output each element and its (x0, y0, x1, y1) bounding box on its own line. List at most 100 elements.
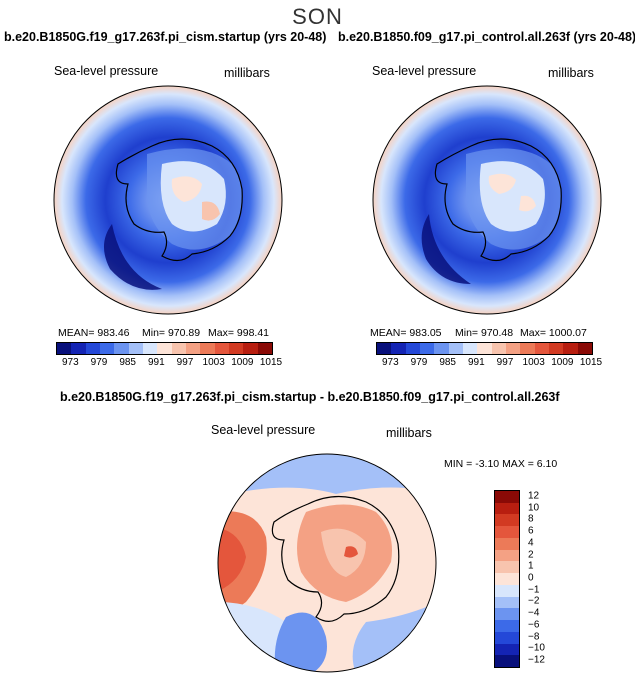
colorbar-swatch (495, 549, 519, 562)
diff-title: b.e20.B1850G.f19_g17.263f.pi_cism.startu… (60, 390, 560, 404)
colorbar-tick-label: 2 (528, 549, 534, 561)
colorbar-swatch (520, 343, 535, 354)
colorbar-tick-label: 973 (61, 357, 79, 368)
colorbar-swatch (243, 343, 258, 354)
colorbar-tick-label: 979 (90, 357, 108, 368)
low-pressure-area (103, 224, 162, 290)
colorbar-swatch (114, 343, 129, 354)
colorbar-swatch (214, 343, 229, 354)
colorbar-swatch (491, 343, 506, 354)
colorbar-swatch (495, 537, 519, 550)
colorbar-swatch (495, 514, 519, 527)
colorbar-swatch (495, 584, 519, 597)
colorbar-swatch (495, 608, 519, 621)
colorbar-tick-label: −4 (528, 607, 540, 619)
colorbar-swatch (200, 343, 215, 354)
colorbar-ticks-left: 973 979 985 991 997 1003 1009 1015 (56, 357, 282, 369)
colorbar-swatch (419, 343, 435, 354)
panel-title-right: b.e20.B1850.f09_g17.pi_control.all.263f … (338, 30, 635, 44)
colorbar-tick-label: 4 (528, 537, 534, 549)
colorbar-swatch (85, 343, 100, 354)
colorbar-swatch (405, 343, 420, 354)
variable-label-diff: Sea-level pressure (211, 423, 316, 437)
colorbar-tick-label: 1015 (579, 357, 603, 368)
colorbar-tick-label: −1 (528, 584, 540, 596)
colorbar-swatch (128, 343, 143, 354)
colorbar-tick-label: 1009 (551, 357, 574, 368)
colorbar-swatch (185, 343, 201, 354)
antarctica-coastline (434, 138, 562, 262)
colorbar-tick-label: 6 (528, 525, 534, 537)
min-right: Min= 970.48 (455, 327, 514, 339)
colorbar-tick-label: −12 (528, 654, 545, 666)
variable-label-right: Sea-level pressure (372, 64, 477, 78)
colorbar-tick-label: 991 (467, 357, 485, 368)
colorbar-swatch (495, 502, 519, 515)
colorbar-tick-label: 985 (119, 357, 136, 368)
colorbar-swatch (434, 343, 449, 354)
map-right (372, 85, 602, 315)
colorbar-swatch (462, 343, 478, 354)
colorbar-swatch (142, 343, 158, 354)
colorbar-swatch (577, 343, 592, 354)
colorbar-swatch (448, 343, 463, 354)
season-title: SON (292, 4, 343, 29)
colorbar-tick-label: 1003 (522, 357, 545, 368)
colorbar-tick-label: 979 (410, 357, 428, 368)
colorbar-tick-label: −2 (528, 595, 540, 607)
colorbar-swatch (548, 343, 564, 354)
colorbar-tick-label: 12 (528, 490, 540, 502)
colorbar-swatch (171, 343, 186, 354)
colorbar-swatch (505, 343, 521, 354)
colorbar-tick-label: 10 (528, 502, 540, 514)
colorbar-tick-label: −6 (528, 619, 540, 631)
colorbar-swatch (495, 631, 519, 644)
colorbar-diff (494, 490, 520, 668)
colorbar-tick-label: −8 (528, 631, 540, 643)
colorbar-swatch (71, 343, 86, 354)
colorbar-tick-label: 8 (528, 513, 534, 525)
diff-minmax: MIN = -3.10 MAX = 6.10 (444, 458, 558, 470)
units-label-diff: millibars (386, 426, 432, 440)
colorbar-swatch (157, 343, 172, 354)
colorbar-tick-label: 973 (381, 357, 399, 368)
map-diff (217, 453, 437, 673)
colorbar-ticks-right: 973 979 985 991 997 1003 1009 1015 (376, 357, 602, 369)
colorbar-swatch (477, 343, 492, 354)
colorbar-swatch (99, 343, 115, 354)
colorbar-swatch (495, 573, 519, 585)
colorbar-swatch (57, 343, 72, 354)
colorbar-ticks-diff: 12 10 8 6 4 2 1 0 −1 −2 −4 −6 −8 −10 −12 (524, 490, 564, 666)
low-pressure-area (421, 214, 471, 284)
colorbar-tick-label: 985 (439, 357, 456, 368)
colorbar-tick-label: 997 (176, 357, 194, 368)
mean-right: MEAN= 983.05 (370, 327, 442, 339)
units-label-right: millibars (548, 66, 594, 80)
colorbar-swatch (377, 343, 392, 354)
colorbar-swatch (228, 343, 244, 354)
colorbar-tick-label: 1003 (202, 357, 225, 368)
colorbar-tick-label: 1 (528, 560, 534, 572)
variable-label-left: Sea-level pressure (54, 64, 159, 78)
colorbar-swatch (495, 561, 519, 574)
colorbar-swatch (391, 343, 406, 354)
colorbar-tick-label: 991 (147, 357, 165, 368)
colorbar-left (56, 342, 273, 355)
antarctica-coastline (271, 495, 400, 622)
colorbar-tick-label: 0 (528, 572, 534, 584)
colorbar-swatch (563, 343, 578, 354)
antarctica-coastline (115, 138, 243, 262)
colorbar-swatch (534, 343, 549, 354)
mean-left: MEAN= 983.46 (58, 327, 130, 339)
colorbar-swatch (495, 491, 519, 503)
colorbar-swatch (495, 655, 519, 668)
colorbar-right (376, 342, 593, 355)
colorbar-swatch (495, 620, 519, 632)
colorbar-tick-label: 1009 (231, 357, 254, 368)
colorbar-tick-label: 1015 (259, 357, 283, 368)
max-right: Max= 1000.07 (520, 327, 587, 339)
panel-title-left: b.e20.B1850G.f19_g17.263f.pi_cism.startu… (4, 30, 327, 44)
max-left: Max= 998.41 (208, 327, 270, 339)
colorbar-swatch (495, 596, 519, 609)
colorbar-swatch (495, 643, 519, 656)
